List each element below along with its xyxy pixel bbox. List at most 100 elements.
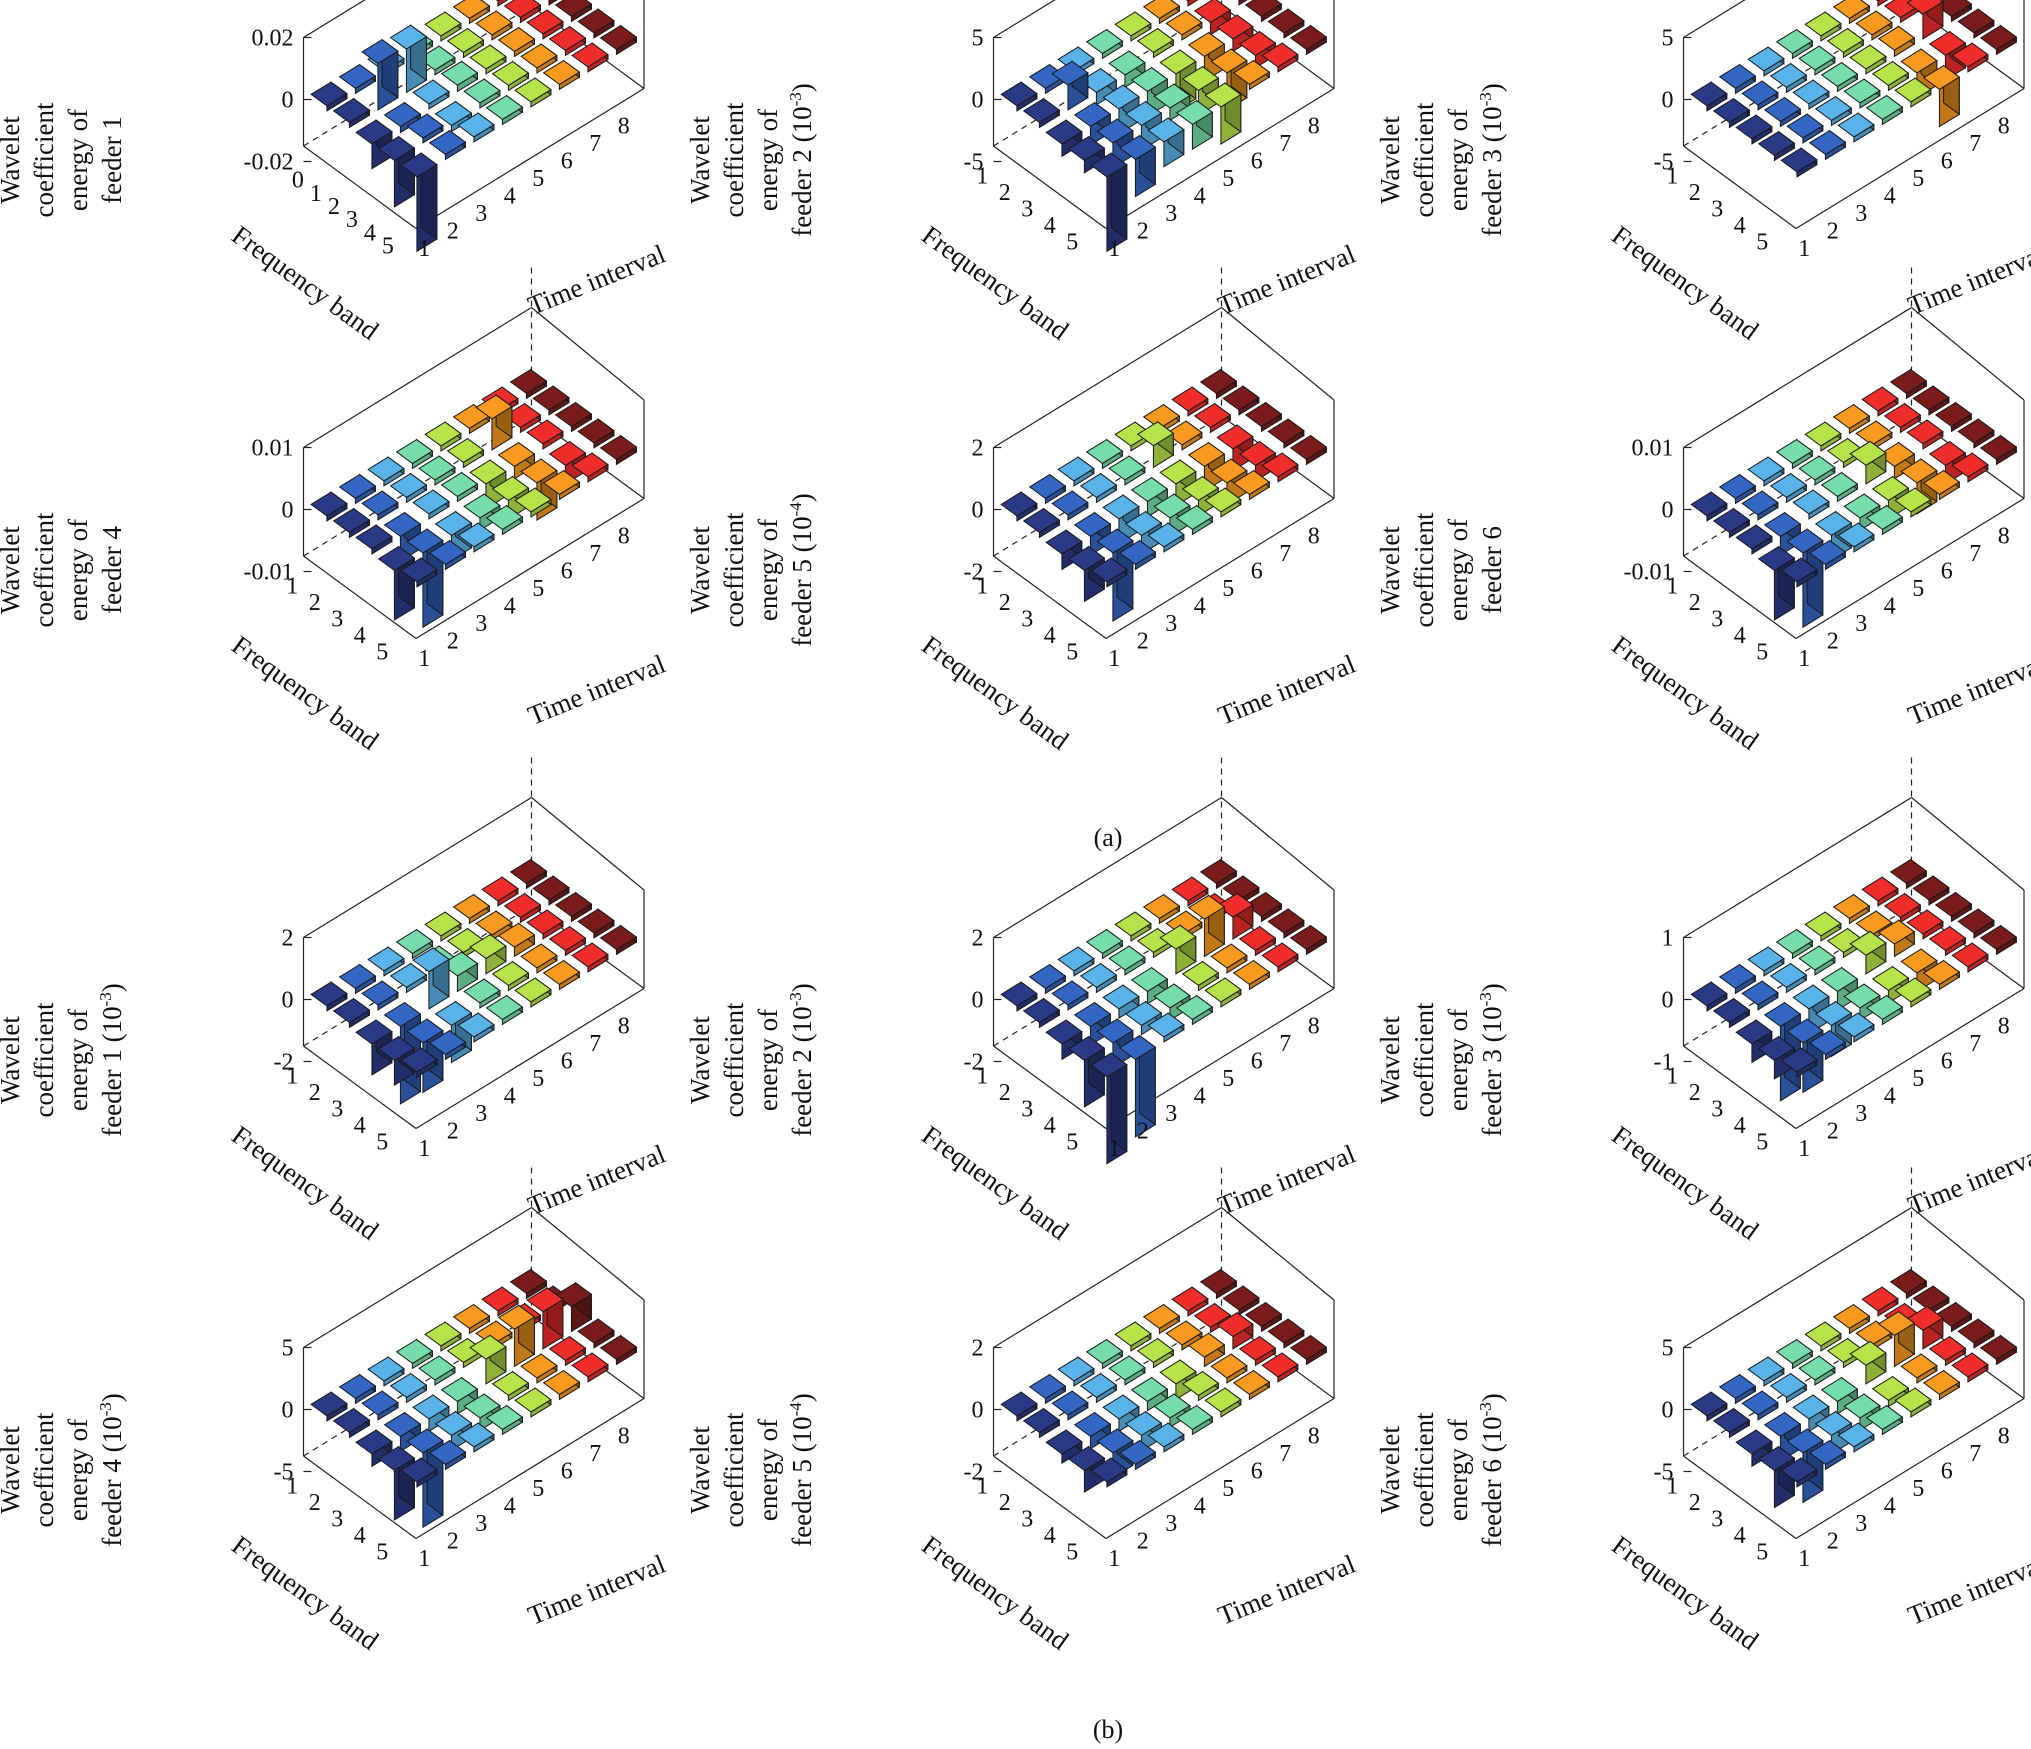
bar-band2-t6 (475, 10, 513, 41)
bar-band5-t1 (1780, 557, 1818, 588)
band-tick-label: 2 (309, 1080, 321, 1106)
bar-top-face (542, 469, 581, 496)
floor-band-edge (993, 145, 1107, 229)
bar-band2-t5 (1136, 27, 1175, 59)
bar-band1-t6 (1832, 1303, 1871, 1335)
bar-band5-t4 (1865, 994, 1904, 1026)
box-right-top-edge (1911, 1207, 2025, 1301)
z-tick-label: 0 (972, 1398, 984, 1424)
bar-band5-t6 (1232, 1369, 1271, 1401)
bar-band3-t3 (412, 946, 450, 1010)
bar-top-face (463, 978, 501, 1004)
bar-band1-t8 (1199, 858, 1238, 890)
bar-top-face (412, 1394, 450, 1420)
bar-top-face (1906, 909, 1944, 935)
bar-top-face (485, 94, 524, 121)
bar-top-face (389, 472, 428, 499)
bar-top-face (520, 1353, 558, 1379)
bar-band2-t4 (1798, 1355, 1836, 1386)
bar-top-face (1820, 471, 1859, 498)
z-title-line: Wavelet (685, 116, 715, 204)
bar-top-face (1124, 1410, 1163, 1437)
bar-top-face (1085, 28, 1124, 55)
band-tick-label: 3 (1711, 197, 1723, 223)
bar-top-face (1849, 440, 1887, 466)
time-tick-label: 2 (447, 218, 459, 244)
bar-top-face (1142, 1303, 1181, 1330)
bar-top-face (1951, 42, 1989, 68)
bar-band5-t7 (571, 1352, 609, 1383)
bar-band5-t6 (1922, 64, 1961, 128)
bar-top-face (1894, 977, 1932, 1003)
z-tick-label: 5 (972, 26, 984, 52)
bar-top-face (1928, 1335, 1967, 1362)
bar-band5-t5 (1894, 1387, 1932, 1418)
bar-top-face (1718, 1373, 1757, 1400)
bar-band1-t6 (1142, 893, 1181, 925)
bar-top-face (1808, 539, 1847, 566)
z-title-line: Wavelet (1375, 116, 1405, 204)
bar-band1-t5 (1804, 421, 1842, 452)
bar-top-face (1232, 469, 1271, 496)
time-tick-label: 2 (447, 628, 459, 654)
bar-top-face (310, 81, 348, 107)
bar-top-face (1114, 911, 1152, 937)
bar-top-face (1747, 946, 1785, 972)
time-tick-label: 7 (1279, 131, 1291, 157)
bar-band4-t8 (577, 418, 615, 449)
z-tick-label: 0 (282, 1398, 294, 1424)
bar-top-face (509, 858, 548, 885)
bar-band2-t4 (1108, 50, 1146, 89)
z-tick-label: 0 (1662, 88, 1674, 114)
z-tick-label: -2 (274, 1050, 294, 1076)
bar-top-face (1883, 402, 1922, 429)
bar-top-face (1934, 891, 1973, 918)
z-axis-title: Wavelet coefficient energy of feeder 1 (10-… (0, 983, 127, 1137)
bar-band4-t2 (1786, 113, 1824, 144)
time-tick-label: 4 (1194, 183, 1206, 209)
bar-top-face (332, 507, 371, 534)
bar-band3-t3 (1792, 79, 1830, 110)
bar-band3-t2 (383, 101, 422, 134)
bar-band1-t8 (1199, 368, 1238, 400)
z-title-line: Wavelet (0, 1016, 25, 1104)
bar-top-face (599, 1334, 638, 1361)
band-tick-label: 5 (1756, 1540, 1768, 1566)
time-tick-label: 1 (418, 646, 430, 672)
bar-top-face (389, 24, 428, 50)
time-tick-label: 6 (1251, 1458, 1263, 1484)
bar-top-face (1906, 0, 1944, 15)
floor-time-edge (1105, 87, 1335, 230)
bar-band5-t1 (400, 152, 438, 253)
time-tick-label: 6 (561, 148, 573, 174)
bar-top-face (1792, 984, 1830, 1010)
bar-band5-t7 (1261, 1352, 1299, 1383)
bar-top-face (1261, 942, 1299, 968)
bar-band3-t8 (1934, 0, 1973, 23)
bar-top-face (1118, 539, 1157, 566)
bar-band1-t6 (1142, 1303, 1181, 1335)
bar-band2-t8 (1222, 1285, 1260, 1316)
bar-band1-t1 (1690, 1391, 1728, 1422)
bar-top-face (361, 38, 399, 65)
bar-top-face (355, 1019, 393, 1045)
bar-top-face (1735, 114, 1773, 140)
bar-top-face (1187, 894, 1226, 920)
bar-top-face (1102, 984, 1140, 1010)
z-title-line: energy of (753, 109, 783, 211)
bar-band1-t3 (1057, 456, 1095, 487)
time-tick-label: 5 (1912, 1066, 1924, 1092)
band-tick-label: 5 (376, 640, 388, 666)
z-title-line: feeder 6 (1477, 526, 1507, 614)
bar-band5-t5 (1204, 1387, 1242, 1418)
bar-top-face (463, 1393, 501, 1419)
bar-band4-t7 (1238, 1335, 1277, 1367)
bar-band2-t6 (475, 394, 513, 451)
bar-top-face (332, 97, 371, 124)
bar-band5-t8 (599, 24, 638, 56)
bar-band5-t7 (571, 452, 609, 483)
bar-top-face (1130, 1376, 1169, 1403)
bar-top-face (1951, 1352, 1989, 1378)
bar-top-face (1051, 60, 1089, 86)
bar-top-face (1855, 910, 1893, 936)
